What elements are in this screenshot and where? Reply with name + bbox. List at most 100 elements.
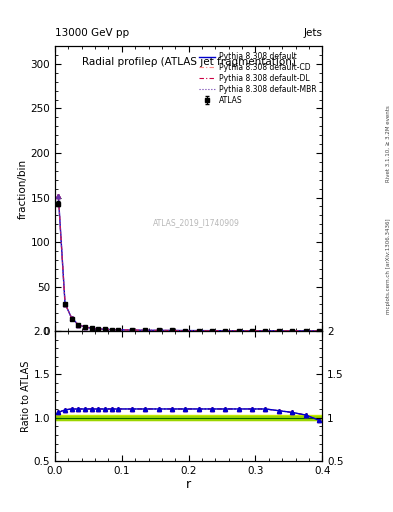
Pythia 8.308 default-CD [83, 324, 88, 330]
Pythia 8.308 default [130, 327, 134, 333]
Pythia 8.308 default-DL [56, 193, 61, 199]
Pythia 8.308 default [290, 328, 295, 334]
Text: Radial profileρ (ATLAS jet fragmentation): Radial profileρ (ATLAS jet fragmentation… [82, 57, 296, 68]
Pythia 8.308 default [210, 328, 215, 334]
Pythia 8.308 default-MBR [210, 328, 215, 334]
Pythia 8.308 default-DL [223, 328, 228, 334]
Pythia 8.308 default-DL [277, 328, 281, 334]
Pythia 8.308 default [69, 315, 74, 322]
Pythia 8.308 default [143, 327, 148, 333]
Pythia 8.308 default-CD [290, 328, 295, 334]
Pythia 8.308 default-MBR [156, 327, 161, 333]
Pythia 8.308 default-CD [170, 327, 174, 333]
Pythia 8.308 default-DL [290, 328, 295, 334]
Pythia 8.308 default-MBR [56, 193, 61, 199]
Text: Jets: Jets [303, 28, 322, 38]
Pythia 8.308 default-MBR [69, 315, 74, 322]
Pythia 8.308 default-CD [277, 328, 281, 334]
Pythia 8.308 default-CD [103, 326, 108, 332]
Pythia 8.308 default-DL [76, 322, 81, 328]
Pythia 8.308 default-DL [116, 327, 121, 333]
Pythia 8.308 default-MBR [303, 328, 308, 334]
Text: Rivet 3.1.10, ≥ 3.2M events: Rivet 3.1.10, ≥ 3.2M events [386, 105, 391, 182]
Pythia 8.308 default-MBR [223, 328, 228, 334]
Pythia 8.308 default [170, 327, 174, 333]
Pythia 8.308 default-CD [76, 322, 81, 328]
Line: Pythia 8.308 default-CD: Pythia 8.308 default-CD [59, 196, 319, 331]
Pythia 8.308 default-CD [317, 328, 321, 334]
Pythia 8.308 default [237, 328, 241, 334]
Pythia 8.308 default-MBR [237, 328, 241, 334]
Pythia 8.308 default-CD [237, 328, 241, 334]
Pythia 8.308 default-MBR [103, 326, 108, 332]
Pythia 8.308 default [196, 328, 201, 334]
Pythia 8.308 default [183, 328, 188, 334]
Pythia 8.308 default-CD [96, 326, 101, 332]
Pythia 8.308 default-DL [90, 325, 94, 331]
Pythia 8.308 default-CD [116, 327, 121, 333]
Pythia 8.308 default-CD [210, 328, 215, 334]
Pythia 8.308 default [156, 327, 161, 333]
Pythia 8.308 default-CD [196, 328, 201, 334]
Pythia 8.308 default [96, 326, 101, 332]
Pythia 8.308 default-DL [237, 328, 241, 334]
Pythia 8.308 default [317, 328, 321, 334]
Pythia 8.308 default-DL [170, 327, 174, 333]
Pythia 8.308 default-DL [250, 328, 255, 334]
Pythia 8.308 default-CD [156, 327, 161, 333]
Pythia 8.308 default-MBR [83, 324, 88, 330]
Pythia 8.308 default-MBR [63, 301, 68, 307]
Pythia 8.308 default-MBR [109, 327, 114, 333]
Pythia 8.308 default-CD [109, 327, 114, 333]
Pythia 8.308 default-MBR [130, 327, 134, 333]
Pythia 8.308 default [277, 328, 281, 334]
Pythia 8.308 default-DL [183, 328, 188, 334]
Line: Pythia 8.308 default-MBR: Pythia 8.308 default-MBR [59, 196, 319, 331]
Pythia 8.308 default [116, 327, 121, 333]
Pythia 8.308 default-DL [210, 328, 215, 334]
Text: ATLAS_2019_I1740909: ATLAS_2019_I1740909 [153, 218, 240, 227]
Pythia 8.308 default-DL [303, 328, 308, 334]
Pythia 8.308 default-CD [183, 328, 188, 334]
Pythia 8.308 default-CD [303, 328, 308, 334]
Legend: Pythia 8.308 default, Pythia 8.308 default-CD, Pythia 8.308 default-DL, Pythia 8: Pythia 8.308 default, Pythia 8.308 defau… [196, 50, 318, 107]
Pythia 8.308 default [56, 193, 61, 199]
Pythia 8.308 default-DL [130, 327, 134, 333]
Line: Pythia 8.308 default: Pythia 8.308 default [59, 196, 319, 331]
Pythia 8.308 default-MBR [263, 328, 268, 334]
X-axis label: r: r [186, 478, 191, 492]
Pythia 8.308 default-MBR [76, 322, 81, 328]
Pythia 8.308 default-CD [263, 328, 268, 334]
Pythia 8.308 default-CD [143, 327, 148, 333]
Pythia 8.308 default-DL [109, 327, 114, 333]
Pythia 8.308 default-DL [196, 328, 201, 334]
Pythia 8.308 default-MBR [170, 327, 174, 333]
Line: Pythia 8.308 default-DL: Pythia 8.308 default-DL [59, 196, 319, 331]
Pythia 8.308 default-DL [69, 315, 74, 322]
Pythia 8.308 default-MBR [290, 328, 295, 334]
Pythia 8.308 default-DL [103, 326, 108, 332]
Y-axis label: Ratio to ATLAS: Ratio to ATLAS [21, 360, 31, 432]
Pythia 8.308 default [83, 324, 88, 330]
Pythia 8.308 default [63, 301, 68, 307]
Pythia 8.308 default-DL [63, 301, 68, 307]
Pythia 8.308 default-CD [63, 301, 68, 307]
Pythia 8.308 default-CD [130, 327, 134, 333]
Y-axis label: fraction/bin: fraction/bin [18, 159, 28, 219]
Pythia 8.308 default [103, 326, 108, 332]
Pythia 8.308 default-DL [317, 328, 321, 334]
Pythia 8.308 default [303, 328, 308, 334]
Pythia 8.308 default [109, 327, 114, 333]
Pythia 8.308 default [223, 328, 228, 334]
Pythia 8.308 default-CD [56, 193, 61, 199]
Pythia 8.308 default-MBR [196, 328, 201, 334]
Pythia 8.308 default-DL [156, 327, 161, 333]
Pythia 8.308 default-MBR [90, 325, 94, 331]
Text: mcplots.cern.ch [arXiv:1306.3436]: mcplots.cern.ch [arXiv:1306.3436] [386, 219, 391, 314]
Pythia 8.308 default-MBR [143, 327, 148, 333]
Pythia 8.308 default-MBR [116, 327, 121, 333]
Pythia 8.308 default-CD [223, 328, 228, 334]
Pythia 8.308 default-MBR [183, 328, 188, 334]
Pythia 8.308 default-DL [143, 327, 148, 333]
Pythia 8.308 default-CD [250, 328, 255, 334]
